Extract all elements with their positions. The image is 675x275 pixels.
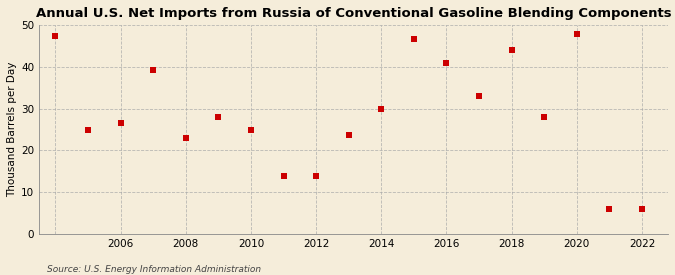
Point — [604, 207, 615, 211]
Point — [50, 34, 61, 38]
Point — [310, 173, 321, 178]
Point — [148, 68, 159, 72]
Point — [408, 36, 419, 41]
Point — [539, 115, 549, 119]
Point — [115, 120, 126, 125]
Point — [572, 31, 583, 36]
Text: Source: U.S. Energy Information Administration: Source: U.S. Energy Information Administ… — [47, 265, 261, 274]
Point — [213, 115, 223, 119]
Point — [506, 48, 517, 53]
Point — [180, 136, 191, 140]
Title: Annual U.S. Net Imports from Russia of Conventional Gasoline Blending Components: Annual U.S. Net Imports from Russia of C… — [36, 7, 672, 20]
Point — [376, 106, 387, 111]
Point — [82, 128, 93, 133]
Point — [474, 94, 485, 98]
Point — [441, 61, 452, 65]
Y-axis label: Thousand Barrels per Day: Thousand Barrels per Day — [7, 62, 17, 197]
Point — [246, 127, 256, 132]
Point — [278, 173, 289, 178]
Point — [637, 207, 647, 211]
Point — [344, 133, 354, 137]
